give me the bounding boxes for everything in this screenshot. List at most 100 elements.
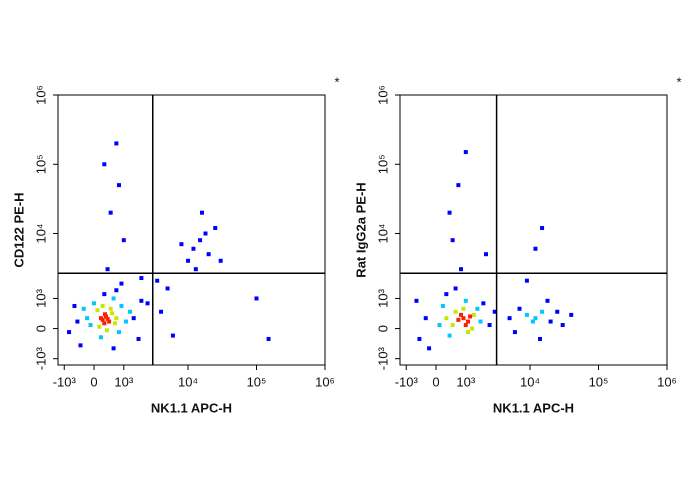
event-dot	[108, 210, 113, 215]
event-dot	[533, 316, 538, 321]
event-dot	[560, 323, 565, 328]
event-dot	[463, 150, 468, 155]
event-dot	[198, 238, 203, 243]
event-dot	[450, 323, 455, 328]
event-dot	[193, 267, 198, 272]
event-dot	[540, 226, 545, 231]
event-dot	[191, 246, 196, 251]
event-dot	[121, 238, 126, 243]
event-dot	[186, 258, 191, 263]
event-dot	[179, 242, 184, 247]
annotation: *	[334, 74, 339, 89]
x-axis-label: NK1.1 APC-H	[151, 400, 232, 415]
event-dot	[108, 306, 113, 311]
event-dot	[88, 323, 93, 328]
event-dot	[85, 316, 90, 321]
event-dot	[92, 301, 97, 306]
event-dot	[444, 316, 449, 321]
event-dot	[417, 336, 422, 341]
event-dot	[72, 303, 77, 308]
event-dot	[107, 319, 112, 324]
event-dot	[440, 303, 445, 308]
event-dot	[453, 309, 458, 314]
plot-frame	[57, 94, 326, 366]
event-dot	[471, 312, 476, 317]
x-tick-label: 10⁴	[178, 374, 198, 389]
x-tick-label: 0	[432, 374, 439, 389]
event-dot	[100, 303, 105, 308]
event-dot	[103, 314, 108, 319]
x-tick-label: -10³	[395, 374, 419, 389]
event-dot	[119, 303, 124, 308]
event-dot	[487, 323, 492, 328]
event-dot	[456, 317, 461, 322]
event-dot	[110, 311, 115, 316]
y-tick-label: 10³	[375, 288, 390, 307]
event-dot	[165, 286, 170, 291]
event-dot	[463, 298, 468, 303]
event-dot	[114, 141, 119, 146]
event-dot	[98, 316, 103, 321]
y-tick-label: 0	[33, 325, 48, 332]
event-dot	[119, 281, 124, 286]
event-dot	[128, 309, 133, 314]
event-dot	[533, 246, 538, 251]
event-dot	[105, 316, 110, 321]
event-dot	[512, 330, 517, 335]
event-dot	[104, 328, 109, 333]
event-dot	[155, 278, 160, 283]
x-tick-label: 0	[90, 374, 97, 389]
y-tick-label: 10⁶	[33, 85, 48, 105]
event-dot	[447, 210, 452, 215]
event-dot	[478, 319, 483, 324]
event-dot	[517, 306, 522, 311]
event-dot	[463, 323, 468, 328]
event-dot	[124, 319, 129, 324]
event-dot	[466, 319, 471, 324]
event-dot	[111, 346, 116, 351]
event-dot	[111, 296, 116, 301]
event-dot	[524, 278, 529, 283]
y-tick-label: 0	[375, 325, 390, 332]
y-tick-label: -10³	[33, 346, 48, 370]
event-dot	[548, 319, 553, 324]
event-dot	[97, 324, 102, 329]
y-tick-label: 10⁴	[33, 223, 48, 243]
event-dot	[466, 330, 471, 335]
event-dot	[131, 316, 136, 321]
event-dot	[114, 316, 119, 321]
event-dot	[450, 238, 455, 243]
event-dot	[456, 183, 461, 188]
event-dot	[524, 312, 529, 317]
y-tick-label: -10³	[375, 346, 390, 370]
event-dot	[423, 316, 428, 321]
y-tick-label: 10⁵	[375, 154, 390, 174]
event-dot	[112, 321, 117, 326]
y-axis-label: Rat IgG2a PE-H	[353, 182, 368, 277]
event-dot	[447, 333, 452, 338]
event-dot	[414, 298, 419, 303]
event-dot	[145, 301, 150, 306]
event-dot	[170, 333, 175, 338]
y-tick-label: 10⁵	[33, 154, 48, 174]
event-dot	[555, 309, 560, 314]
event-dot	[116, 330, 121, 335]
x-tick-label: -10³	[53, 374, 77, 389]
event-dot	[461, 306, 466, 311]
x-tick-label: 10⁵	[589, 374, 609, 389]
event-dot	[159, 309, 164, 314]
event-dot	[453, 286, 458, 291]
event-dot	[254, 296, 259, 301]
event-dot	[105, 267, 110, 272]
x-tick-label: 10⁶	[315, 374, 335, 389]
event-dot	[199, 210, 204, 215]
event-dot	[218, 258, 223, 263]
event-dot	[461, 316, 466, 321]
x-tick-label: 10³	[114, 374, 133, 389]
event-dot	[437, 323, 442, 328]
event-dot	[95, 308, 100, 313]
event-dot	[427, 346, 432, 351]
event-dot	[102, 162, 107, 167]
event-dot	[468, 314, 473, 319]
